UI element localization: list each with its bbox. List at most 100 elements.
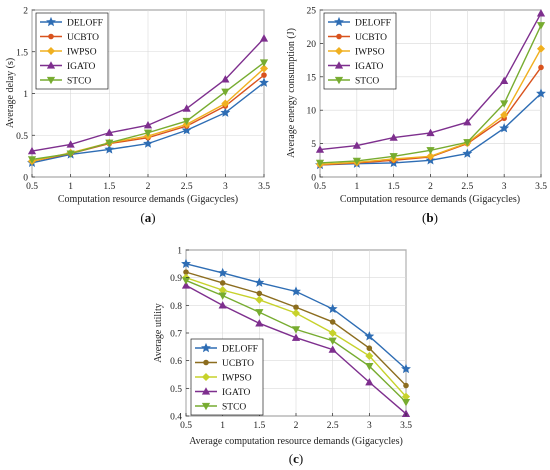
legend-marker-igato: [201, 387, 211, 395]
y-tick-label: 1.5: [16, 48, 28, 58]
legend-marker-deloff: [46, 16, 56, 27]
legend-label-igato: IGATO: [67, 62, 95, 72]
x-tick-label: 0.5: [180, 421, 192, 431]
x-tick-label: 3.5: [535, 182, 547, 192]
data-point-deloff: [401, 363, 411, 374]
x-axis-label-a: Computation resource demands (Gigacycles…: [58, 194, 238, 205]
legend-marker-iwpso: [46, 46, 56, 56]
data-point-stco: [259, 59, 269, 67]
y-tick-label: 0.8: [170, 302, 182, 312]
data-point-iwpso: [500, 110, 509, 119]
data-point-deloff: [254, 277, 265, 287]
legend-marker-ucbto: [336, 33, 342, 40]
legend-label-iwpso: IWPSO: [355, 48, 385, 58]
data-point-igato: [218, 301, 227, 309]
chart-panel-a: 0.5 1 1.5 2 2.5 3 3.5 00.511.52 Computation re…: [5, 7, 270, 226]
legend-marker-stco: [46, 76, 56, 85]
y-tick-label: 0.7: [170, 330, 182, 340]
series-ucbto: [183, 269, 409, 389]
legend-label-igato: IGATO: [355, 62, 383, 72]
caption-letter-a: a: [145, 210, 152, 225]
legend-label-iwpso: IWPSO: [222, 374, 252, 384]
y-tick-label: 20: [307, 40, 317, 50]
chart-panel-c: 0.5 1 1.5 2 2.5 3 3.5 0.40.50.60.70.80.91 Aver…: [153, 247, 412, 467]
panel-caption-a: (a): [140, 210, 155, 225]
panel-caption-b: (b): [422, 210, 438, 225]
legend-marker-igato: [334, 61, 344, 69]
data-point-stco: [500, 100, 509, 108]
data-point-stco: [143, 129, 153, 137]
data-point-stco: [352, 157, 361, 166]
series-stco: [181, 277, 411, 407]
caption-close-c: ): [299, 451, 303, 466]
data-point-igato: [500, 76, 509, 84]
data-point-ucbto: [403, 382, 409, 389]
x-tick-label: 2: [428, 182, 433, 192]
data-point-deloff: [217, 267, 228, 278]
data-point-igato: [221, 75, 230, 83]
legend-marker-ucbto: [203, 359, 209, 366]
data-point-deloff: [536, 88, 546, 98]
data-point-igato: [426, 128, 435, 137]
y-axis-label-c: Average utility: [153, 303, 164, 363]
data-point-iwpso: [221, 99, 230, 108]
legend-label-ucbto: UCBTO: [67, 33, 99, 43]
caption-close-b: ): [434, 210, 438, 225]
data-point-igato: [182, 104, 191, 112]
data-point-iwpso: [536, 44, 546, 53]
data-point-igato: [27, 146, 37, 155]
legend-marker-deloff: [334, 16, 344, 27]
x-tick-label: 0.5: [26, 182, 38, 192]
data-point-igato: [328, 345, 337, 353]
data-point-igato: [255, 319, 264, 327]
data-point-igato: [143, 121, 153, 129]
data-point-stco: [218, 292, 227, 300]
data-point-stco: [536, 22, 546, 30]
data-point-igato: [365, 378, 374, 386]
y-tick-label: 5: [311, 140, 316, 150]
data-point-deloff: [499, 123, 510, 133]
y-tick-label: 0.4: [170, 413, 182, 423]
panel-caption-c: (c): [289, 451, 303, 466]
data-point-igato: [536, 9, 546, 17]
data-point-iwpso: [291, 309, 301, 318]
x-tick-label: 2.5: [461, 182, 473, 192]
y-tick-label: 2: [23, 7, 28, 17]
caption-open-c: (: [289, 451, 293, 466]
y-tick-label: 0.9: [170, 274, 182, 284]
data-point-ucbto: [256, 290, 263, 297]
data-point-deloff: [181, 125, 192, 135]
data-point-deloff: [104, 144, 115, 154]
data-point-stco: [27, 156, 37, 164]
legend-b: DELOFF UCBTO IWPSO IGATO STCO: [323, 12, 397, 90]
x-axis-label-b: Computation resource demands (Gigacycles…: [340, 194, 520, 205]
data-point-igato: [352, 141, 361, 149]
data-point-iwpso: [255, 295, 264, 304]
data-point-stco: [182, 117, 191, 126]
x-tick-label: 3: [223, 182, 228, 192]
data-point-stco: [221, 88, 230, 97]
legend-marker-iwpso: [334, 46, 344, 56]
series-layer-c: [181, 258, 411, 417]
series-layer-b: [315, 9, 546, 170]
legend-label-deloff: DELOFF: [222, 345, 258, 355]
x-tick-label: 1.5: [388, 182, 400, 192]
legend-marker-igato: [46, 61, 56, 69]
data-point-deloff: [220, 107, 231, 117]
legend-label-deloff: DELOFF: [67, 19, 103, 29]
x-tick-label: 1.5: [103, 182, 115, 192]
data-point-ucbto: [293, 304, 299, 311]
data-point-stco: [66, 150, 75, 158]
data-point-deloff: [259, 77, 269, 87]
data-point-iwpso: [259, 64, 269, 73]
series-igato: [315, 9, 546, 153]
caption-letter-c: c: [293, 451, 299, 466]
x-tick-label: 0.5: [314, 182, 326, 192]
y-tick-label: 1: [23, 90, 28, 100]
legend-marker-stco: [201, 402, 211, 411]
x-tick-label: 3.5: [400, 421, 412, 431]
data-point-stco: [463, 139, 472, 147]
series-stco: [27, 59, 269, 164]
legend-label-stco: STCO: [67, 77, 91, 87]
